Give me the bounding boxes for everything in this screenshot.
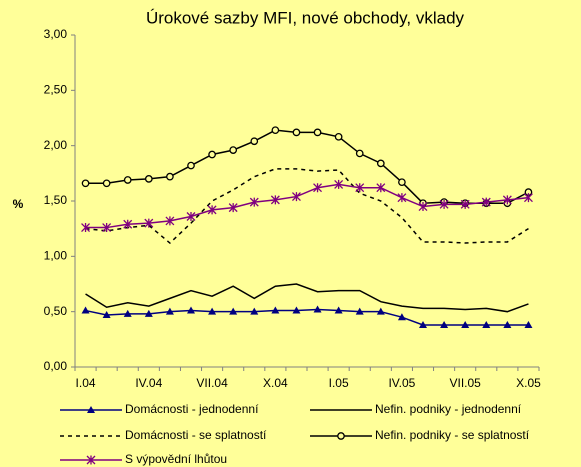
marker xyxy=(207,205,217,215)
marker xyxy=(123,176,132,184)
marker xyxy=(208,150,216,159)
marker xyxy=(524,320,533,328)
series-line xyxy=(85,308,529,326)
marker xyxy=(165,216,175,226)
marker xyxy=(228,203,238,213)
marker xyxy=(460,199,470,209)
marker xyxy=(398,178,406,187)
legend-marker xyxy=(337,432,345,440)
legend-label: Domácnosti - jednodenní xyxy=(125,402,259,416)
marker xyxy=(439,199,449,209)
legend-label: Nefin. podniky - jednodenní xyxy=(375,402,522,416)
x-tick-label: X.04 xyxy=(263,376,288,390)
marker xyxy=(81,179,90,188)
y-axis-label: % xyxy=(13,197,24,211)
marker xyxy=(523,193,533,203)
marker xyxy=(376,307,385,315)
marker xyxy=(144,218,154,228)
marker xyxy=(81,306,90,314)
marker xyxy=(397,193,407,203)
marker xyxy=(144,175,153,183)
y-tick-label: 2,00 xyxy=(44,138,68,152)
marker xyxy=(397,313,406,321)
y-tick-label: 1,50 xyxy=(44,193,68,207)
marker xyxy=(355,149,364,158)
marker xyxy=(250,307,259,315)
marker xyxy=(440,320,449,328)
legend-label: S výpovědní lhůtou xyxy=(125,452,227,466)
y-tick-label: 0,50 xyxy=(44,304,68,318)
marker xyxy=(334,306,343,314)
marker xyxy=(292,128,301,137)
x-tick-label: IV.05 xyxy=(388,376,415,390)
x-tick-label: I.05 xyxy=(329,376,349,390)
series-line xyxy=(85,283,529,313)
marker xyxy=(144,309,153,317)
marker xyxy=(334,132,343,141)
marker xyxy=(334,179,344,189)
marker xyxy=(271,126,280,135)
marker xyxy=(102,310,111,318)
marker xyxy=(250,137,259,146)
marker xyxy=(292,306,301,314)
marker xyxy=(313,183,323,193)
marker xyxy=(166,172,174,181)
marker xyxy=(249,197,259,207)
marker xyxy=(376,159,385,168)
marker xyxy=(271,306,280,314)
legend-marker xyxy=(87,406,95,413)
marker xyxy=(165,307,174,315)
marker xyxy=(355,307,364,315)
marker xyxy=(355,183,365,193)
marker xyxy=(482,320,491,328)
chart-title: Úrokové sazby MFI, nové obchody, vklady xyxy=(146,8,465,27)
marker xyxy=(229,307,238,315)
marker xyxy=(81,223,91,233)
y-tick-label: 3,00 xyxy=(44,27,68,41)
y-tick-label: 0,00 xyxy=(44,359,68,373)
marker xyxy=(291,192,301,202)
marker xyxy=(187,161,195,170)
marker xyxy=(376,183,386,193)
marker xyxy=(481,197,491,207)
marker xyxy=(102,223,112,233)
marker xyxy=(502,195,512,205)
marker xyxy=(313,305,322,313)
marker xyxy=(229,146,238,154)
series-line xyxy=(85,183,529,229)
marker xyxy=(187,306,195,314)
y-tick-label: 1,00 xyxy=(44,249,68,263)
marker xyxy=(123,219,133,229)
legend-label: Nefin. podniky - se splatností xyxy=(375,428,530,442)
legend-label: Domácnosti - se splatností xyxy=(125,428,267,442)
x-tick-label: I.04 xyxy=(76,376,96,390)
legend-marker xyxy=(86,455,96,465)
y-tick-label: 2,50 xyxy=(44,83,68,97)
x-tick-label: IV.04 xyxy=(135,376,162,390)
marker xyxy=(503,320,512,328)
marker xyxy=(313,128,322,137)
marker xyxy=(123,309,132,317)
marker xyxy=(461,320,470,328)
x-tick-label: X.05 xyxy=(516,376,541,390)
marker xyxy=(418,202,428,212)
x-tick-label: VII.05 xyxy=(450,376,482,390)
marker xyxy=(102,179,111,188)
marker xyxy=(419,320,427,328)
marker xyxy=(208,307,217,315)
series-line xyxy=(85,129,529,204)
marker xyxy=(186,211,196,221)
marker xyxy=(270,195,280,205)
x-tick-label: VII.04 xyxy=(196,376,228,390)
